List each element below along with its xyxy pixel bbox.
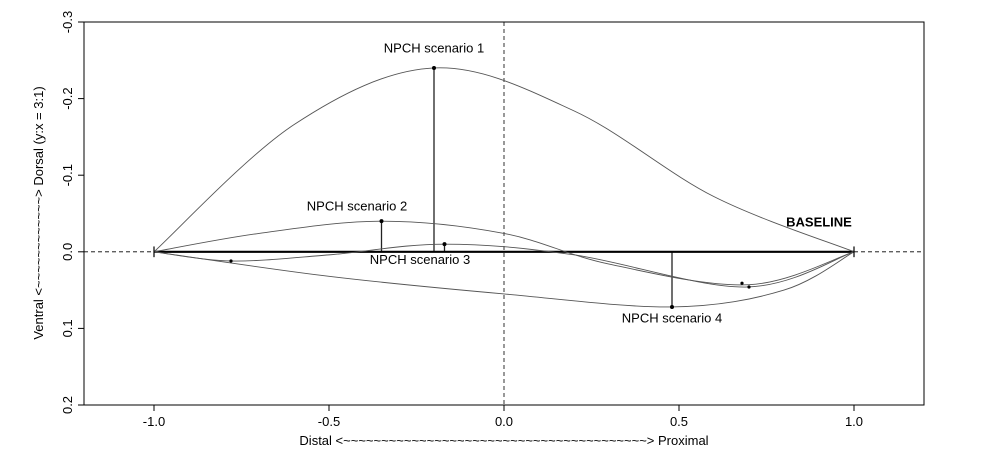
highlight-verticals bbox=[380, 67, 673, 307]
y-axis: -0.3 -0.2 -0.1 0.0 0.1 0.2 bbox=[60, 11, 85, 414]
x-axis: -1.0 -0.5 0.0 0.5 1.0 bbox=[143, 404, 863, 429]
series-curves bbox=[153, 67, 855, 308]
y-tick-label: 0.0 bbox=[60, 243, 75, 261]
y-axis-title: Ventral <~~~~~~~~~~~~> Dorsal (y:x = 3:1… bbox=[31, 86, 46, 339]
small-point-1 bbox=[740, 281, 744, 285]
x-tick-label: -1.0 bbox=[143, 414, 165, 429]
small-point-2 bbox=[747, 285, 751, 289]
y-tick-label: 0.2 bbox=[60, 396, 75, 414]
marker-npch-scenario-4 bbox=[670, 304, 674, 309]
x-tick-label: 0.0 bbox=[495, 414, 513, 429]
annotation-npch-scenario-3: NPCH scenario 3 bbox=[370, 252, 470, 267]
marker-npch-scenario-3 bbox=[442, 242, 447, 247]
series-line-npch-scenario-1 bbox=[153, 67, 855, 253]
reference-lines bbox=[84, 22, 924, 405]
small-point-0 bbox=[229, 259, 233, 263]
x-tick-label: 0.5 bbox=[670, 414, 688, 429]
x-axis-title: Distal <~~~~~~~~~~~~~~~~~~~~~~~~~~~~~~~~… bbox=[299, 433, 708, 448]
x-tick-label: -0.5 bbox=[318, 414, 340, 429]
annotation-npch-scenario-4: NPCH scenario 4 bbox=[622, 310, 722, 325]
y-tick-label: -0.1 bbox=[60, 164, 75, 186]
annotation-npch-scenario-1: NPCH scenario 1 bbox=[384, 41, 484, 56]
y-tick-label: 0.1 bbox=[60, 319, 75, 337]
series-line-npch-scenario-3 bbox=[153, 243, 855, 288]
series-markers bbox=[153, 65, 855, 309]
annotation-baseline: BASELINE bbox=[786, 215, 852, 230]
annotation-npch-scenario-2: NPCH scenario 2 bbox=[307, 198, 407, 213]
series-line-npch-scenario-2 bbox=[153, 220, 855, 286]
marker-npch-scenario-2 bbox=[379, 219, 384, 224]
series-line-npch-scenario-4 bbox=[153, 251, 855, 308]
y-tick-label: -0.2 bbox=[60, 87, 75, 109]
x-tick-label: 1.0 bbox=[845, 414, 863, 429]
annotations: NPCH scenario 1 NPCH scenario 2 NPCH scena… bbox=[307, 41, 852, 326]
y-tick-label: -0.3 bbox=[60, 11, 75, 33]
marker-npch-scenario-1 bbox=[432, 65, 436, 70]
